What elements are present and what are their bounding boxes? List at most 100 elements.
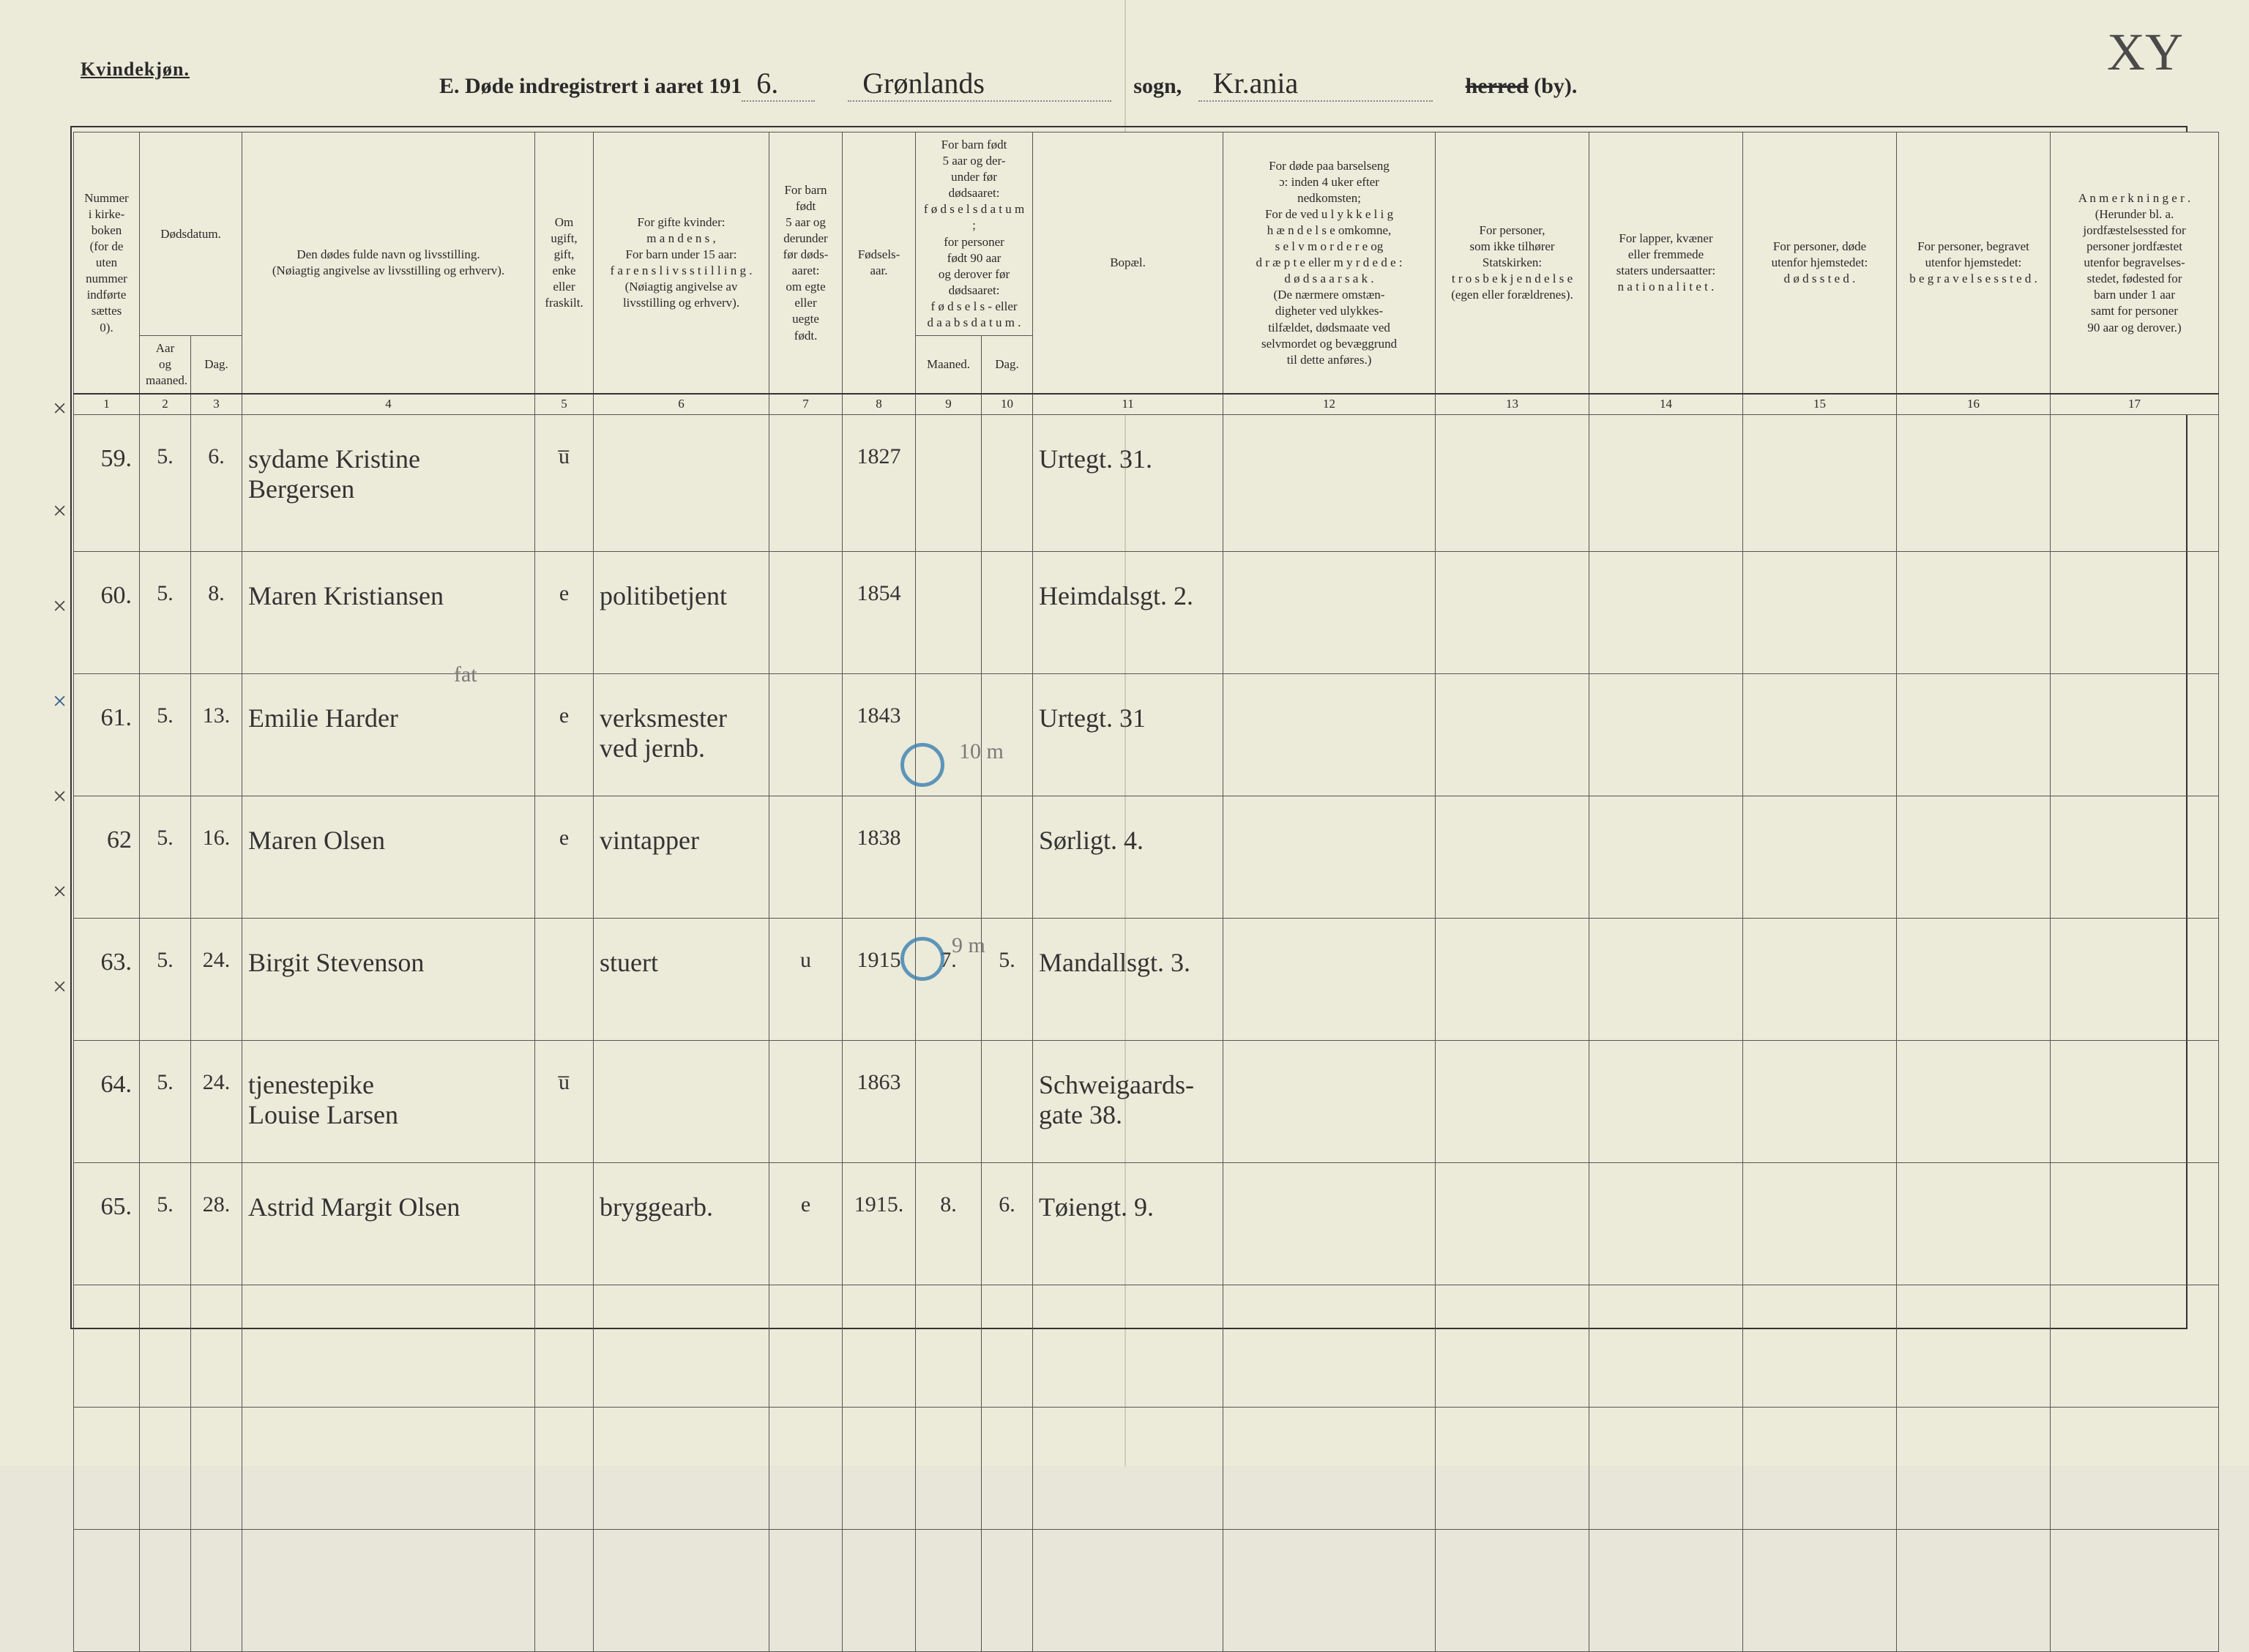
cell-cause: [1223, 1285, 1436, 1407]
cell-status: [535, 1407, 594, 1529]
cell-remarks: [2051, 1162, 2219, 1285]
cell-bd: [982, 1285, 1033, 1407]
cell-legit: [769, 1529, 843, 1651]
cell-month: 5.: [140, 551, 191, 673]
cell-nat: [1589, 1040, 1743, 1162]
cell-bd: [982, 673, 1033, 796]
cell-cause: [1223, 414, 1436, 551]
colnum: 5: [535, 394, 594, 414]
cell-deathplace: [1743, 1285, 1897, 1407]
cell-nat: [1589, 1162, 1743, 1285]
cell-num: 64.: [74, 1040, 140, 1162]
col-header-birthyear: Fødsels- aar.: [843, 132, 916, 395]
table-row: 61. 5. 13. Emilie Harder e verksmester v…: [74, 673, 2219, 796]
col-header-deathplace: For personer, døde utenfor hjemstedet: d…: [1743, 132, 1897, 395]
col-header-cause: For døde paa barselseng ɔ: inden 4 uker …: [1223, 132, 1436, 395]
cell-month: 5.: [140, 796, 191, 918]
cell-faith: [1436, 918, 1589, 1040]
cell-status: e: [535, 551, 594, 673]
parish-value: Grønlands: [848, 66, 1111, 102]
col-header-birthdate: For barn født 5 aar og der- under før dø…: [916, 132, 1033, 336]
cell-cause: [1223, 673, 1436, 796]
cell-num: 62: [74, 796, 140, 918]
cell-legit: u: [769, 918, 843, 1040]
table-row: 59. 5. 6. sydame Kristine Bergersen u̅ 1…: [74, 414, 2219, 551]
cell-burial: [1897, 673, 2051, 796]
cell-birth: [843, 1407, 916, 1529]
herred-label: herred: [1466, 74, 1529, 98]
col-header-faith: For personer, som ikke tilhører Statskir…: [1436, 132, 1589, 395]
cell-faith: [1436, 673, 1589, 796]
colnum: 3: [191, 394, 242, 414]
margin-x-icon: ×: [53, 878, 67, 906]
cell-faith: [1436, 796, 1589, 918]
cell-occ: [594, 1040, 769, 1162]
cell-addr: Sørligt. 4.: [1033, 796, 1223, 918]
cell-burial: [1897, 1529, 2051, 1651]
checker-circle-icon: [900, 743, 944, 787]
ledger-page: Kvindekjøn. XY E. Døde indregistrert i a…: [0, 0, 2249, 1466]
cell-deathplace: [1743, 673, 1897, 796]
cell-legit: [769, 1407, 843, 1529]
cell-month: [140, 1407, 191, 1529]
margin-x-icon: ×: [53, 395, 67, 423]
cell-deathplace: [1743, 551, 1897, 673]
cell-day: [191, 1529, 242, 1651]
pencil-annotation: 9 m: [952, 933, 985, 958]
cell-occ: bryggearb.: [594, 1162, 769, 1285]
cell-addr: [1033, 1285, 1223, 1407]
cell-bd: 6.: [982, 1162, 1033, 1285]
cell-deathplace: [1743, 1529, 1897, 1651]
cell-nat: [1589, 1285, 1743, 1407]
cell-name: Astrid Margit Olsen: [242, 1162, 535, 1285]
cell-remarks: [2051, 1040, 2219, 1162]
cell-bd: 5.: [982, 918, 1033, 1040]
cell-faith: [1436, 414, 1589, 551]
cell-name: [242, 1529, 535, 1651]
cell-birth: 1854: [843, 551, 916, 673]
cell-nat: [1589, 918, 1743, 1040]
colnum: 13: [1436, 394, 1589, 414]
cell-cause: [1223, 1529, 1436, 1651]
cell-num: [74, 1285, 140, 1407]
cell-legit: [769, 673, 843, 796]
col-header-name: Den dødes fulde navn og livsstilling. (N…: [242, 132, 535, 395]
cell-remarks: [2051, 551, 2219, 673]
parish-label: sogn,: [1133, 74, 1182, 98]
cell-day: 16.: [191, 796, 242, 918]
cell-status: u̅: [535, 414, 594, 551]
cell-name: Birgit Stevenson: [242, 918, 535, 1040]
cell-occ: [594, 1285, 769, 1407]
margin-x-icon: ×: [53, 498, 67, 526]
cell-num: 63.: [74, 918, 140, 1040]
cell-month: 5.: [140, 1040, 191, 1162]
cell-status: e: [535, 673, 594, 796]
cell-addr: [1033, 1407, 1223, 1529]
cell-addr: Schweigaards- gate 38.: [1033, 1040, 1223, 1162]
table-row: 60. 5. 8. Maren Kristiansen e politibetj…: [74, 551, 2219, 673]
cell-legit: [769, 551, 843, 673]
pencil-annotation: fat: [454, 662, 477, 687]
cell-nat: [1589, 796, 1743, 918]
district-value: Kr.ania: [1198, 66, 1433, 102]
cell-nat: [1589, 551, 1743, 673]
cell-cause: [1223, 551, 1436, 673]
cell-remarks: [2051, 1407, 2219, 1529]
cell-occ: [594, 1529, 769, 1651]
cell-day: 24.: [191, 1040, 242, 1162]
cell-addr: Mandallsgt. 3.: [1033, 918, 1223, 1040]
cell-legit: [769, 414, 843, 551]
cell-legit: [769, 1285, 843, 1407]
cell-birth: 1827: [843, 414, 916, 551]
cell-num: 60.: [74, 551, 140, 673]
cell-burial: [1897, 1407, 2051, 1529]
register-title: E. Døde indregistrert i aaret 1916. Grøn…: [0, 66, 2123, 102]
cell-name: Maren Kristiansen: [242, 551, 535, 673]
cell-month: 5.: [140, 1162, 191, 1285]
cell-bm: [916, 1407, 982, 1529]
cell-occ: politibetjent: [594, 551, 769, 673]
cell-deathplace: [1743, 1162, 1897, 1285]
cell-burial: [1897, 414, 2051, 551]
cell-bd: [982, 1529, 1033, 1651]
col-header-nationality: For lapper, kvæner eller fremmede stater…: [1589, 132, 1743, 395]
